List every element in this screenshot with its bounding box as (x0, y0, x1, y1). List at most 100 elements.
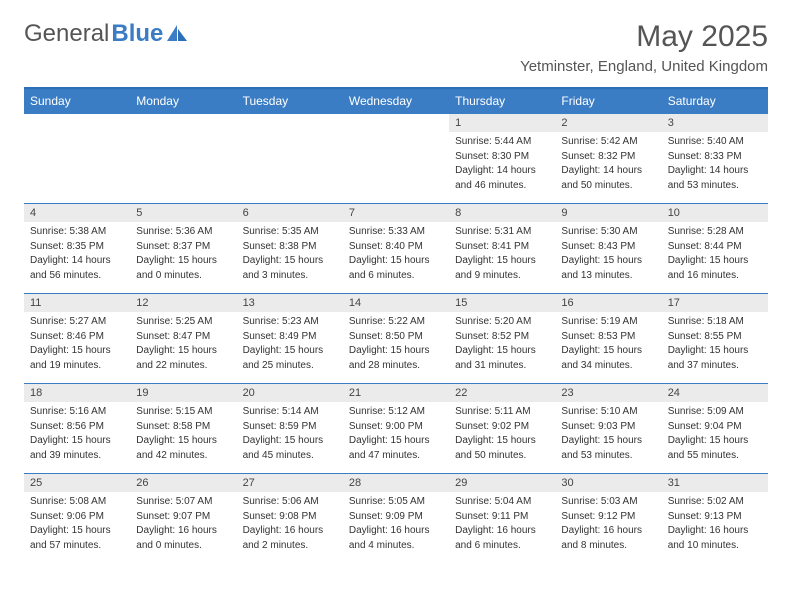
day-number: 28 (343, 474, 449, 492)
day-cell: 12Sunrise: 5:25 AMSunset: 8:47 PMDayligh… (130, 294, 236, 384)
day-content: Sunrise: 5:22 AMSunset: 8:50 PMDaylight:… (343, 312, 449, 376)
day-content: Sunrise: 5:36 AMSunset: 8:37 PMDaylight:… (130, 222, 236, 286)
day-cell: 8Sunrise: 5:31 AMSunset: 8:41 PMDaylight… (449, 204, 555, 294)
day-content: Sunrise: 5:05 AMSunset: 9:09 PMDaylight:… (343, 492, 449, 556)
day-cell: 11Sunrise: 5:27 AMSunset: 8:46 PMDayligh… (24, 294, 130, 384)
day-cell: 30Sunrise: 5:03 AMSunset: 9:12 PMDayligh… (555, 474, 661, 564)
day-cell: 29Sunrise: 5:04 AMSunset: 9:11 PMDayligh… (449, 474, 555, 564)
day-cell: 2Sunrise: 5:42 AMSunset: 8:32 PMDaylight… (555, 114, 661, 204)
day-header: Monday (130, 88, 236, 114)
day-cell: . (24, 114, 130, 204)
day-number: 26 (130, 474, 236, 492)
day-cell: 5Sunrise: 5:36 AMSunset: 8:37 PMDaylight… (130, 204, 236, 294)
day-number: 10 (662, 204, 768, 222)
day-content: Sunrise: 5:28 AMSunset: 8:44 PMDaylight:… (662, 222, 768, 286)
logo-text-1: General (24, 20, 109, 48)
day-content: Sunrise: 5:03 AMSunset: 9:12 PMDaylight:… (555, 492, 661, 556)
day-cell: 18Sunrise: 5:16 AMSunset: 8:56 PMDayligh… (24, 384, 130, 474)
day-number: 22 (449, 384, 555, 402)
logo: GeneralBlue (24, 20, 189, 48)
day-cell: 9Sunrise: 5:30 AMSunset: 8:43 PMDaylight… (555, 204, 661, 294)
day-number: 29 (449, 474, 555, 492)
day-number: 23 (555, 384, 661, 402)
day-cell: . (130, 114, 236, 204)
day-content: Sunrise: 5:15 AMSunset: 8:58 PMDaylight:… (130, 402, 236, 466)
day-number: 12 (130, 294, 236, 312)
day-cell: 24Sunrise: 5:09 AMSunset: 9:04 PMDayligh… (662, 384, 768, 474)
day-cell: 20Sunrise: 5:14 AMSunset: 8:59 PMDayligh… (237, 384, 343, 474)
day-number: 27 (237, 474, 343, 492)
calendar-body: ....1Sunrise: 5:44 AMSunset: 8:30 PMDayl… (24, 114, 768, 564)
day-number: 31 (662, 474, 768, 492)
day-content: Sunrise: 5:27 AMSunset: 8:46 PMDaylight:… (24, 312, 130, 376)
day-cell: 3Sunrise: 5:40 AMSunset: 8:33 PMDaylight… (662, 114, 768, 204)
header: GeneralBlue May 2025 Yetminster, England… (24, 20, 768, 75)
day-cell: 10Sunrise: 5:28 AMSunset: 8:44 PMDayligh… (662, 204, 768, 294)
day-number: 5 (130, 204, 236, 222)
day-number: 3 (662, 114, 768, 132)
day-cell: 14Sunrise: 5:22 AMSunset: 8:50 PMDayligh… (343, 294, 449, 384)
sail-icon (167, 25, 189, 43)
day-number: 30 (555, 474, 661, 492)
day-content: Sunrise: 5:33 AMSunset: 8:40 PMDaylight:… (343, 222, 449, 286)
day-content: Sunrise: 5:07 AMSunset: 9:07 PMDaylight:… (130, 492, 236, 556)
day-cell: 26Sunrise: 5:07 AMSunset: 9:07 PMDayligh… (130, 474, 236, 564)
day-number: 17 (662, 294, 768, 312)
day-cell: 25Sunrise: 5:08 AMSunset: 9:06 PMDayligh… (24, 474, 130, 564)
day-content: Sunrise: 5:16 AMSunset: 8:56 PMDaylight:… (24, 402, 130, 466)
week-row: 18Sunrise: 5:16 AMSunset: 8:56 PMDayligh… (24, 384, 768, 474)
day-content: Sunrise: 5:38 AMSunset: 8:35 PMDaylight:… (24, 222, 130, 286)
day-cell: 6Sunrise: 5:35 AMSunset: 8:38 PMDaylight… (237, 204, 343, 294)
day-number: 21 (343, 384, 449, 402)
day-number: 8 (449, 204, 555, 222)
day-number: 4 (24, 204, 130, 222)
day-number: 14 (343, 294, 449, 312)
day-content: Sunrise: 5:23 AMSunset: 8:49 PMDaylight:… (237, 312, 343, 376)
day-number: 18 (24, 384, 130, 402)
day-cell: 28Sunrise: 5:05 AMSunset: 9:09 PMDayligh… (343, 474, 449, 564)
day-header: Tuesday (237, 88, 343, 114)
day-content: Sunrise: 5:08 AMSunset: 9:06 PMDaylight:… (24, 492, 130, 556)
day-number: 24 (662, 384, 768, 402)
day-header: Sunday (24, 88, 130, 114)
day-content: Sunrise: 5:19 AMSunset: 8:53 PMDaylight:… (555, 312, 661, 376)
day-cell: 13Sunrise: 5:23 AMSunset: 8:49 PMDayligh… (237, 294, 343, 384)
day-cell: 31Sunrise: 5:02 AMSunset: 9:13 PMDayligh… (662, 474, 768, 564)
day-content: Sunrise: 5:40 AMSunset: 8:33 PMDaylight:… (662, 132, 768, 196)
day-header: Wednesday (343, 88, 449, 114)
week-row: 4Sunrise: 5:38 AMSunset: 8:35 PMDaylight… (24, 204, 768, 294)
day-number: 15 (449, 294, 555, 312)
day-content: Sunrise: 5:20 AMSunset: 8:52 PMDaylight:… (449, 312, 555, 376)
day-number: 19 (130, 384, 236, 402)
day-content: Sunrise: 5:44 AMSunset: 8:30 PMDaylight:… (449, 132, 555, 196)
day-content: Sunrise: 5:35 AMSunset: 8:38 PMDaylight:… (237, 222, 343, 286)
day-number: 2 (555, 114, 661, 132)
day-cell: 15Sunrise: 5:20 AMSunset: 8:52 PMDayligh… (449, 294, 555, 384)
day-cell: 1Sunrise: 5:44 AMSunset: 8:30 PMDaylight… (449, 114, 555, 204)
week-row: 11Sunrise: 5:27 AMSunset: 8:46 PMDayligh… (24, 294, 768, 384)
day-cell: 4Sunrise: 5:38 AMSunset: 8:35 PMDaylight… (24, 204, 130, 294)
day-content: Sunrise: 5:02 AMSunset: 9:13 PMDaylight:… (662, 492, 768, 556)
month-title: May 2025 (520, 20, 768, 54)
day-number: 6 (237, 204, 343, 222)
day-content: Sunrise: 5:18 AMSunset: 8:55 PMDaylight:… (662, 312, 768, 376)
day-cell: 21Sunrise: 5:12 AMSunset: 9:00 PMDayligh… (343, 384, 449, 474)
day-cell: 19Sunrise: 5:15 AMSunset: 8:58 PMDayligh… (130, 384, 236, 474)
calendar-page: GeneralBlue May 2025 Yetminster, England… (0, 0, 792, 584)
day-content: Sunrise: 5:30 AMSunset: 8:43 PMDaylight:… (555, 222, 661, 286)
day-number: 1 (449, 114, 555, 132)
day-content: Sunrise: 5:11 AMSunset: 9:02 PMDaylight:… (449, 402, 555, 466)
day-cell: 16Sunrise: 5:19 AMSunset: 8:53 PMDayligh… (555, 294, 661, 384)
day-cell: 22Sunrise: 5:11 AMSunset: 9:02 PMDayligh… (449, 384, 555, 474)
day-number: 11 (24, 294, 130, 312)
day-content: Sunrise: 5:31 AMSunset: 8:41 PMDaylight:… (449, 222, 555, 286)
day-cell: 27Sunrise: 5:06 AMSunset: 9:08 PMDayligh… (237, 474, 343, 564)
day-number: 20 (237, 384, 343, 402)
day-content: Sunrise: 5:42 AMSunset: 8:32 PMDaylight:… (555, 132, 661, 196)
week-row: ....1Sunrise: 5:44 AMSunset: 8:30 PMDayl… (24, 114, 768, 204)
day-number: 13 (237, 294, 343, 312)
day-header: Thursday (449, 88, 555, 114)
week-row: 25Sunrise: 5:08 AMSunset: 9:06 PMDayligh… (24, 474, 768, 564)
day-number: 16 (555, 294, 661, 312)
day-header: Saturday (662, 88, 768, 114)
